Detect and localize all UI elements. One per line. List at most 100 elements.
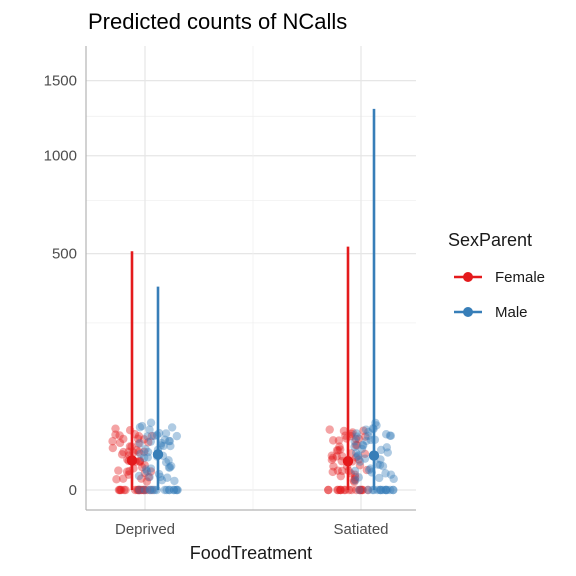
raw-data-point: [350, 437, 359, 446]
raw-data-point: [139, 447, 149, 456]
raw-data-point: [170, 476, 179, 486]
raw-data-point: [347, 429, 356, 439]
raw-data-point: [133, 434, 143, 443]
raw-data-point: [351, 434, 361, 444]
raw-data-point: [114, 466, 123, 475]
raw-data-point: [135, 456, 145, 465]
raw-data-point: [362, 436, 371, 446]
raw-data-point: [140, 485, 150, 495]
raw-data-point: [363, 431, 373, 441]
raw-data-point: [172, 431, 182, 441]
raw-data-point: [386, 431, 396, 440]
y-tick-label: 1500: [44, 73, 77, 90]
raw-data-point: [386, 470, 396, 479]
raw-data-point: [336, 445, 345, 454]
raw-data-point: [327, 451, 337, 460]
legend-key-point: [463, 307, 473, 317]
estimate-point: [368, 450, 380, 461]
raw-data-point: [132, 446, 141, 455]
raw-data-point: [353, 452, 362, 461]
chart-title: Predicted counts of NCalls: [88, 9, 347, 34]
raw-data-point: [381, 485, 390, 495]
raw-data-point: [157, 438, 166, 448]
raw-data-point: [361, 432, 370, 441]
raw-data-point: [355, 457, 365, 466]
raw-data-point: [328, 467, 337, 477]
raw-data-point: [141, 444, 150, 454]
raw-data-point: [146, 418, 156, 427]
raw-data-point: [351, 473, 360, 482]
raw-data-point: [363, 485, 373, 495]
raw-data-point: [134, 447, 143, 457]
raw-data-point: [134, 485, 144, 495]
raw-data-point: [364, 427, 373, 437]
raw-data-point: [339, 426, 349, 436]
raw-data-point: [336, 485, 345, 495]
raw-data-point: [164, 463, 174, 472]
raw-data-point: [354, 455, 363, 464]
raw-data-point: [117, 485, 126, 495]
raw-data-point: [143, 485, 152, 495]
raw-data-point: [357, 444, 367, 454]
raw-data-point: [164, 436, 174, 446]
raw-data-point: [144, 438, 153, 447]
raw-data-point: [378, 485, 388, 495]
raw-data-point: [134, 432, 144, 441]
raw-data-point: [361, 425, 371, 434]
raw-data-point: [135, 423, 145, 432]
axis-lines: [85, 46, 416, 511]
raw-data-point: [137, 474, 146, 483]
legend: SexParent Female Male: [448, 230, 545, 321]
raw-data-point: [115, 438, 125, 448]
raw-data-point: [134, 485, 144, 495]
raw-data-point: [350, 477, 359, 487]
plot-grid: [86, 46, 416, 510]
raw-data-point: [135, 485, 144, 495]
raw-data-point: [359, 426, 368, 435]
raw-data-point: [381, 485, 391, 495]
raw-data-point: [354, 451, 363, 460]
raw-data-point: [374, 473, 384, 483]
raw-data-point: [336, 471, 346, 481]
raw-data-point: [382, 443, 392, 452]
raw-data-point: [145, 472, 154, 482]
raw-data-point: [162, 485, 171, 495]
raw-data-point: [143, 432, 152, 441]
raw-data-point: [140, 485, 150, 495]
raw-data-point: [383, 448, 392, 457]
raw-data-point: [117, 450, 127, 459]
raw-data-point: [381, 485, 390, 495]
raw-data-point: [142, 467, 152, 476]
raw-data-point: [376, 445, 386, 455]
raw-data-point: [137, 485, 146, 495]
raw-data-point: [116, 485, 125, 495]
raw-data-point: [111, 430, 120, 439]
raw-data-point: [355, 485, 364, 495]
legend-label: Female: [495, 269, 545, 286]
raw-data-point: [336, 485, 346, 495]
raw-data-point: [142, 477, 152, 486]
raw-data-point: [333, 485, 343, 495]
raw-data-point: [144, 473, 153, 482]
raw-data-point: [352, 432, 362, 441]
raw-data-point: [375, 485, 385, 495]
raw-data-point: [364, 485, 373, 495]
raw-data-point: [118, 474, 128, 483]
raw-data-point: [335, 442, 344, 451]
raw-data-point: [143, 453, 152, 462]
raw-data-point: [373, 485, 382, 495]
raw-data-point: [164, 456, 173, 465]
raw-data-point: [333, 446, 343, 455]
raw-data-point: [146, 437, 155, 446]
raw-data-point: [139, 485, 148, 495]
raw-data-point: [349, 476, 359, 485]
raw-data-point: [338, 466, 347, 476]
legend-label: Male: [495, 304, 528, 321]
raw-data-point: [108, 437, 117, 446]
estimate-point: [126, 455, 138, 466]
raw-data-point: [351, 440, 361, 450]
x-tick-label: Satiated: [333, 521, 388, 538]
raw-data-point: [376, 485, 385, 495]
raw-data-point: [386, 485, 395, 495]
